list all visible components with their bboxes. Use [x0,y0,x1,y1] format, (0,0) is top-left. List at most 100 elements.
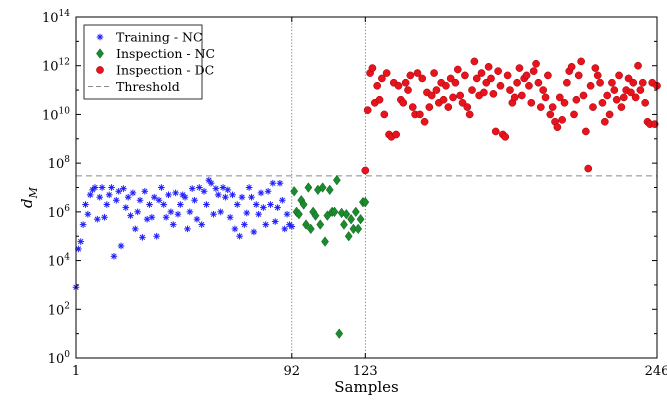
grid-layer [76,17,657,358]
series-inspection-nc [290,174,370,339]
data-point [188,185,196,192]
data-point [279,196,286,204]
data-point [382,69,391,77]
data-point [641,98,649,107]
data-point [408,103,417,111]
data-point [399,98,408,107]
data-point [139,234,146,241]
data-point [304,182,313,193]
data-layer [72,57,661,339]
y-tick-label: 1012 [42,58,70,75]
data-point [283,210,291,218]
y-axis-label: dM [18,186,40,208]
data-point [184,225,191,233]
data-point [650,120,659,128]
data-point [222,193,229,201]
data-point [248,193,255,201]
x-tick-label: 92 [284,364,301,379]
data-point [532,59,540,68]
data-point [480,88,488,97]
data-point [318,182,327,193]
data-point [245,184,253,191]
data-point [570,110,578,119]
legend-label: Threshold [116,79,180,94]
data-point [224,186,232,194]
data-point [306,223,315,235]
y-tick-exponent: 10 [59,106,71,116]
data-point [342,209,351,220]
legend-circle-marker [96,66,104,74]
data-point [267,201,274,208]
data-point [115,187,122,195]
data-point [131,225,139,233]
data-point [572,95,581,104]
data-point [442,81,450,90]
data-point [84,210,92,218]
data-point [243,209,251,217]
data-point [186,208,194,216]
data-point [589,103,597,111]
data-point [631,93,640,102]
data-point [153,232,160,240]
y-tick-base: 10 [48,352,65,367]
x-tick-label: 1 [72,364,80,379]
data-point [141,187,149,195]
data-point [484,62,493,71]
data-point [174,210,182,218]
data-point [558,115,566,124]
data-point [288,223,296,230]
data-point [446,74,455,83]
y-tick-exponent: 4 [64,253,70,263]
data-point [191,196,198,204]
data-point [617,103,626,111]
legend-box [83,24,203,100]
data-point [290,186,299,197]
data-point [262,221,270,228]
data-point [624,74,633,83]
data-point [110,252,118,260]
data-point [351,206,360,218]
data-point [489,89,498,98]
data-point [316,219,325,230]
legend-item: Threshold [88,79,180,94]
data-point [207,179,215,187]
data-point [335,328,344,339]
data-point [378,74,386,83]
data-point [233,201,241,208]
data-point [361,166,370,175]
data-point [136,196,144,204]
y-tick-exponent: 8 [64,155,70,165]
data-point [250,228,258,236]
data-point [214,191,222,199]
data-point [86,191,94,199]
data-point [525,81,533,90]
data-point [638,78,647,87]
data-point [210,210,217,218]
data-point [281,225,288,233]
data-point [444,103,453,111]
data-point [513,78,521,87]
y-axis-label-subscript: M [27,186,40,199]
data-point [582,127,590,136]
data-point [608,78,616,87]
data-point [496,81,505,90]
data-point [541,93,550,102]
y-tick-base: 10 [48,157,65,172]
y-tick-base: 10 [48,303,65,318]
y-tick-label: 1014 [42,9,70,26]
data-point [465,110,474,119]
data-point [472,74,481,83]
data-point [522,71,531,80]
data-point [555,93,564,102]
data-point [361,196,370,208]
y-tick-exponent: 12 [59,58,70,68]
data-point [470,57,479,66]
data-point [560,98,569,107]
y-axis-label-main: d [18,198,36,208]
data-point [236,232,243,240]
data-point [203,201,210,208]
data-point [82,201,89,208]
data-point [515,64,524,72]
data-point [124,193,132,201]
